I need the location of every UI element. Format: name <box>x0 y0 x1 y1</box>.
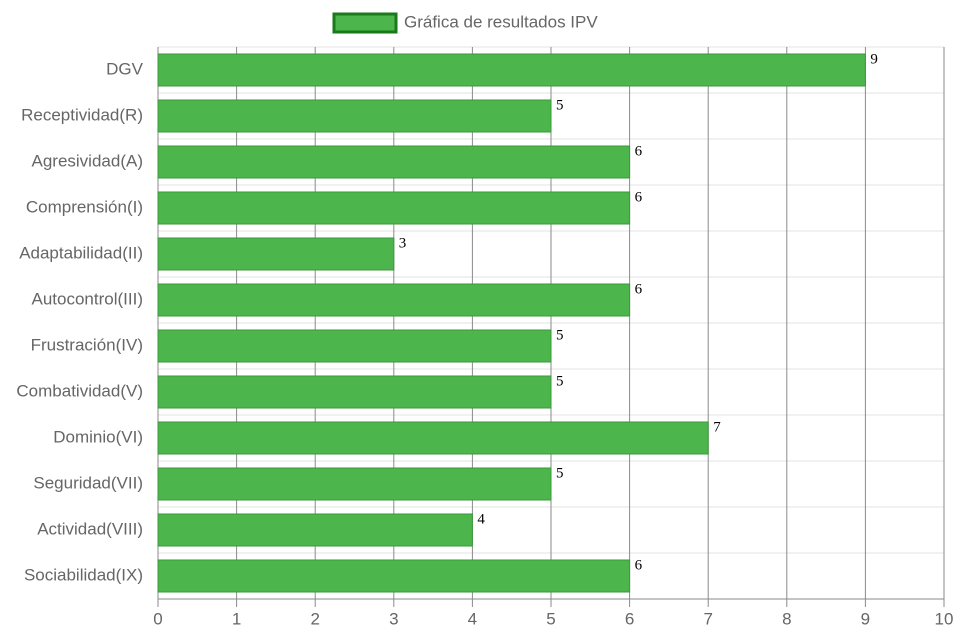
bar <box>157 53 866 87</box>
x-tick-label: 1 <box>232 609 241 628</box>
y-tick-label: Autocontrol(III) <box>32 289 144 308</box>
bar <box>157 375 552 409</box>
x-tick-label: 8 <box>782 609 791 628</box>
y-tick-label: Agresividad(A) <box>32 151 144 170</box>
value-label: 3 <box>399 235 407 251</box>
x-tick-label: 9 <box>861 609 870 628</box>
y-tick-label: DGV <box>106 59 144 78</box>
y-tick-label: Receptividad(R) <box>21 105 143 124</box>
value-label: 6 <box>635 189 643 205</box>
x-tick-label: 3 <box>389 609 398 628</box>
y-tick-label: Seguridad(VII) <box>33 473 143 492</box>
bar <box>157 559 631 593</box>
bar <box>157 421 709 455</box>
value-label: 6 <box>635 281 643 297</box>
x-tick-label: 6 <box>625 609 634 628</box>
x-tick-label: 5 <box>546 609 555 628</box>
bar <box>157 329 552 363</box>
value-label: 9 <box>870 51 878 67</box>
bar <box>157 191 631 225</box>
value-label: 6 <box>635 557 643 573</box>
x-tick-label: 7 <box>703 609 712 628</box>
value-label: 6 <box>635 143 643 159</box>
bar <box>157 513 473 547</box>
value-label: 5 <box>556 97 564 113</box>
x-tick-label: 4 <box>468 609 477 628</box>
value-label: 5 <box>556 373 564 389</box>
y-tick-label: Adaptabilidad(II) <box>19 243 143 262</box>
bar <box>157 467 552 501</box>
bar <box>157 99 552 133</box>
x-tick-label: 0 <box>153 609 162 628</box>
value-label: 4 <box>477 511 485 527</box>
legend-swatch <box>332 12 398 34</box>
bar <box>157 283 631 317</box>
bar <box>157 237 395 271</box>
y-tick-label: Dominio(VI) <box>53 427 143 446</box>
value-label: 7 <box>713 419 721 435</box>
y-tick-label: Comprensión(I) <box>26 197 143 216</box>
y-tick-label: Frustración(IV) <box>31 335 143 354</box>
y-tick-label: Actividad(VIII) <box>37 519 143 538</box>
y-tick-label: Sociabilidad(IX) <box>24 565 143 584</box>
x-tick-label: 10 <box>935 609 954 628</box>
value-label: 5 <box>556 465 564 481</box>
x-tick-label: 2 <box>310 609 319 628</box>
legend-label: Gráfica de resultados IPV <box>404 12 598 31</box>
bar <box>157 145 631 179</box>
value-label: 5 <box>556 327 564 343</box>
y-tick-label: Combatividad(V) <box>16 381 143 400</box>
